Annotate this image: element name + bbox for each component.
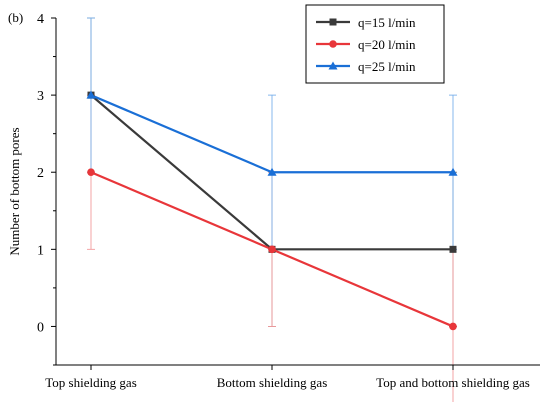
data-point bbox=[87, 168, 95, 177]
legend-label: q=20 l/min bbox=[358, 37, 416, 52]
data-point bbox=[267, 167, 277, 176]
y-tick-label: 0 bbox=[37, 320, 44, 335]
legend-marker bbox=[329, 18, 337, 26]
panel-label: (b) bbox=[8, 10, 23, 25]
legend-label: q=15 l/min bbox=[358, 15, 416, 30]
legend: q=15 l/min q=20 l/min q=25 l/min bbox=[305, 4, 445, 84]
y-axis-label: Number of bottom pores bbox=[7, 127, 22, 255]
y-tick-label: 4 bbox=[37, 12, 44, 27]
y-tick-label: 2 bbox=[37, 166, 44, 181]
y-tick-label: 3 bbox=[37, 89, 44, 104]
data-point bbox=[449, 322, 457, 331]
x-tick-label: Bottom shielding gas bbox=[217, 375, 328, 390]
axes: 0 1 2 3 4 Top shielding gas Bottom shielding g… bbox=[37, 12, 540, 390]
data-point bbox=[449, 245, 457, 253]
y-tick-label: 1 bbox=[37, 243, 44, 258]
data-point bbox=[448, 167, 458, 176]
data-point bbox=[268, 245, 276, 254]
series-layer bbox=[86, 90, 458, 331]
x-tick-label: Top shielding gas bbox=[45, 375, 137, 390]
legend-marker bbox=[329, 40, 337, 48]
data-point bbox=[86, 90, 96, 99]
legend-label: q=25 l/min bbox=[358, 59, 416, 74]
legend-marker bbox=[328, 61, 338, 70]
x-tick-label: Top and bottom shielding gas bbox=[376, 375, 530, 390]
